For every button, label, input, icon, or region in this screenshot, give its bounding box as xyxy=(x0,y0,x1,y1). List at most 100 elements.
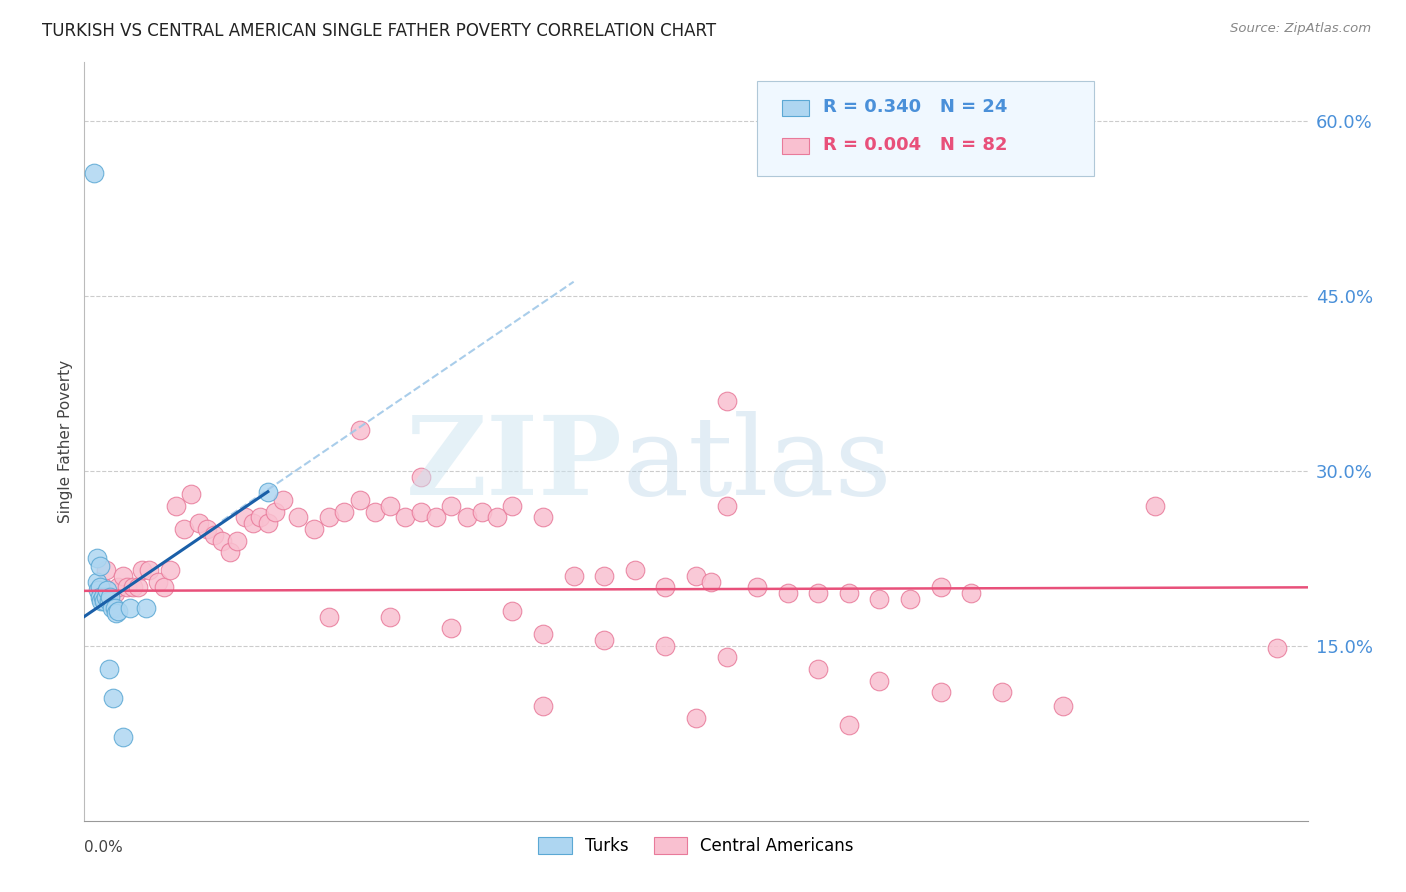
Point xyxy=(929,685,952,699)
Point xyxy=(531,510,554,524)
Point xyxy=(654,639,676,653)
Point xyxy=(89,590,111,604)
Point xyxy=(409,469,432,483)
Point xyxy=(127,580,149,594)
Point xyxy=(349,423,371,437)
Text: TURKISH VS CENTRAL AMERICAN SINGLE FATHER POVERTY CORRELATION CHART: TURKISH VS CENTRAL AMERICAN SINGLE FATHE… xyxy=(42,22,716,40)
Point xyxy=(685,568,707,582)
Point xyxy=(700,574,723,589)
Point xyxy=(287,510,309,524)
Text: R = 0.340   N = 24: R = 0.340 N = 24 xyxy=(823,98,1008,116)
Point xyxy=(97,662,120,676)
Point xyxy=(242,516,264,531)
Point xyxy=(135,601,157,615)
Point xyxy=(91,580,114,594)
Point xyxy=(1052,699,1074,714)
Point xyxy=(195,522,218,536)
Point xyxy=(898,592,921,607)
Point xyxy=(593,568,616,582)
Point xyxy=(122,580,145,594)
Point xyxy=(111,568,134,582)
Point xyxy=(807,586,830,600)
Point xyxy=(111,730,134,744)
Point xyxy=(89,586,111,600)
Point xyxy=(302,522,325,536)
Point xyxy=(440,621,463,635)
Point xyxy=(471,504,494,518)
Point xyxy=(1265,640,1288,655)
Point xyxy=(104,601,127,615)
Point xyxy=(776,586,799,600)
Point xyxy=(409,504,432,518)
Point xyxy=(218,545,240,559)
Point xyxy=(83,166,105,180)
Point xyxy=(425,510,447,524)
Point xyxy=(249,510,271,524)
Point xyxy=(562,568,585,582)
Point xyxy=(91,590,114,604)
Point xyxy=(173,522,195,536)
Point xyxy=(838,586,860,600)
Point xyxy=(86,551,108,566)
Point xyxy=(107,580,129,594)
Point xyxy=(380,499,402,513)
Point xyxy=(87,582,110,597)
Point xyxy=(502,604,524,618)
Point xyxy=(318,609,340,624)
Text: 0.0%: 0.0% xyxy=(84,839,124,855)
Point xyxy=(103,691,125,706)
Point xyxy=(716,393,738,408)
Point xyxy=(120,601,142,615)
Point xyxy=(502,499,524,513)
Point xyxy=(97,586,120,600)
Point xyxy=(271,492,294,507)
Point xyxy=(94,563,117,577)
Point xyxy=(624,563,647,577)
Point xyxy=(869,673,891,688)
Point xyxy=(685,711,707,725)
Point xyxy=(202,528,225,542)
FancyBboxPatch shape xyxy=(758,81,1094,177)
Point xyxy=(159,563,181,577)
Point xyxy=(440,499,463,513)
Text: ZIP: ZIP xyxy=(406,411,623,517)
Point xyxy=(929,580,952,594)
Point xyxy=(90,594,112,608)
Point xyxy=(456,510,478,524)
Text: R = 0.004   N = 82: R = 0.004 N = 82 xyxy=(823,136,1008,154)
Point xyxy=(138,563,160,577)
Point xyxy=(86,574,108,589)
Y-axis label: Single Father Poverty: Single Father Poverty xyxy=(58,360,73,523)
Point xyxy=(257,516,280,531)
Point xyxy=(654,580,676,594)
Point xyxy=(180,487,202,501)
Point xyxy=(257,484,280,499)
Bar xyxy=(782,137,808,154)
Point xyxy=(98,590,121,604)
Point xyxy=(869,592,891,607)
Point xyxy=(89,580,111,594)
Point xyxy=(807,662,830,676)
Point xyxy=(380,609,402,624)
Point xyxy=(349,492,371,507)
Point xyxy=(105,606,128,620)
Point xyxy=(165,499,187,513)
Point xyxy=(153,580,176,594)
Point xyxy=(233,510,256,524)
Point xyxy=(716,650,738,665)
Point xyxy=(593,632,616,647)
Text: atlas: atlas xyxy=(623,411,893,517)
Point xyxy=(104,586,127,600)
Point xyxy=(333,504,356,518)
Point xyxy=(394,510,416,524)
Legend: Turks, Central Americans: Turks, Central Americans xyxy=(531,830,860,862)
Point xyxy=(991,685,1014,699)
Point xyxy=(531,627,554,641)
Point xyxy=(188,516,211,531)
Bar xyxy=(782,100,808,116)
Point xyxy=(960,586,983,600)
Point xyxy=(747,580,769,594)
Point xyxy=(89,559,111,574)
Point xyxy=(1143,499,1166,513)
Point xyxy=(107,604,129,618)
